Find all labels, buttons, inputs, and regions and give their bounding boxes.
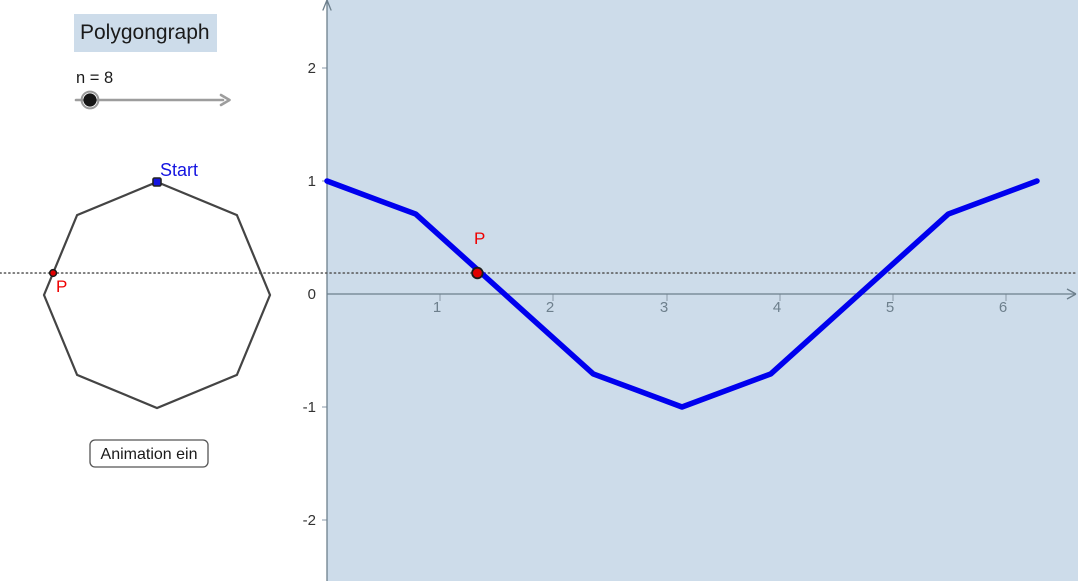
svg-text:1: 1 — [308, 173, 316, 190]
svg-text:5: 5 — [886, 299, 894, 316]
svg-text:-2: -2 — [303, 512, 316, 529]
svg-text:0: 0 — [308, 286, 316, 303]
svg-text:1: 1 — [433, 299, 441, 316]
svg-text:6: 6 — [999, 299, 1007, 316]
svg-text:2: 2 — [308, 60, 316, 77]
svg-text:-1: -1 — [303, 399, 316, 416]
svg-text:3: 3 — [660, 299, 668, 316]
svg-text:2: 2 — [546, 299, 554, 316]
svg-text:4: 4 — [773, 299, 781, 316]
